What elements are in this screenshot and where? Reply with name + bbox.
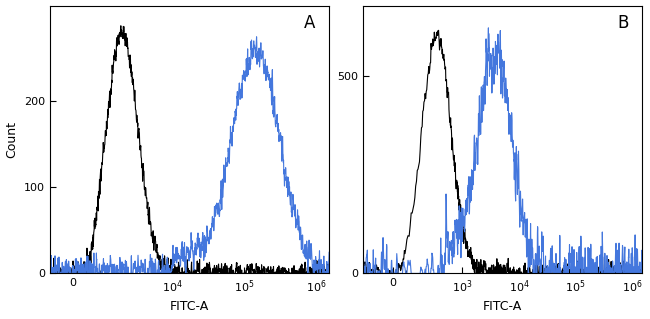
Text: B: B [617,14,629,32]
X-axis label: FITC-A: FITC-A [483,300,523,314]
Text: A: A [304,14,315,32]
X-axis label: FITC-A: FITC-A [170,300,209,314]
Y-axis label: Count: Count [6,121,19,158]
